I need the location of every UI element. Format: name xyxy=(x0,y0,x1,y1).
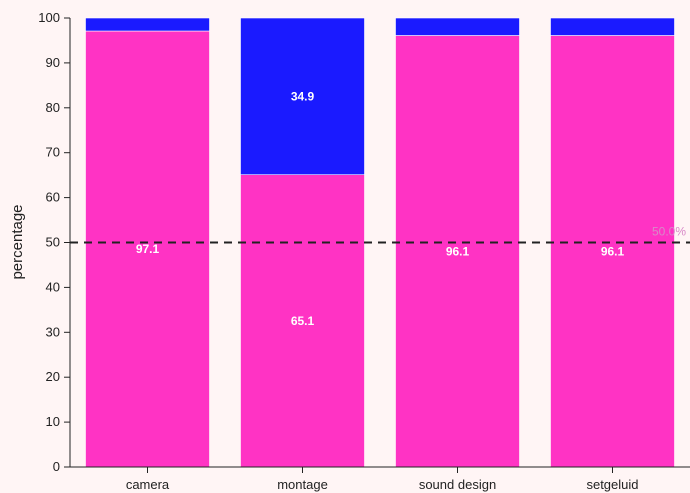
y-tick-label: 100 xyxy=(38,10,60,25)
y-tick-label: 30 xyxy=(46,324,60,339)
data-label-camera-series-1: 97.1 xyxy=(136,242,160,256)
y-tick-label: 10 xyxy=(46,414,60,429)
y-axis: 0 10 20 30 40 50 60 70 80 90 100 xyxy=(38,10,71,474)
y-axis-title: percentage xyxy=(9,204,26,279)
y-tick-label: 50 xyxy=(46,235,60,250)
reference-line-layer: 50.0% xyxy=(70,225,690,244)
x-tick-label: sound design xyxy=(419,477,496,492)
y-tick-label: 60 xyxy=(46,190,60,205)
y-tick-label: 70 xyxy=(46,145,60,160)
bar-sound-design-series-2 xyxy=(395,17,520,36)
bar-setgeluid-series-1 xyxy=(550,35,675,468)
data-label-sound-design-series-1: 96.1 xyxy=(446,244,470,258)
reference-line-label: 50.0% xyxy=(652,225,686,239)
bars-layer xyxy=(85,17,675,468)
y-tick-label: 80 xyxy=(46,100,60,115)
y-tick-label: 20 xyxy=(46,369,60,384)
x-axis: camera montage sound design setgeluid xyxy=(70,466,690,492)
bar-montage-series-2 xyxy=(240,17,365,176)
data-label-montage-series-2: 34.9 xyxy=(291,89,315,103)
bar-camera-series-1 xyxy=(85,30,210,468)
bar-labels-layer: 97.1 65.1 34.9 96.1 96.1 xyxy=(136,89,625,328)
y-tick-label: 40 xyxy=(46,279,60,294)
x-tick-label: montage xyxy=(277,477,328,492)
x-tick-label: camera xyxy=(126,477,170,492)
bar-setgeluid-series-2 xyxy=(550,17,675,36)
y-tick-label: 90 xyxy=(46,55,60,70)
bar-camera-series-2 xyxy=(85,17,210,32)
x-tick-label: setgeluid xyxy=(586,477,638,492)
y-tick-label: 0 xyxy=(53,459,60,474)
bar-montage-series-1 xyxy=(240,174,365,468)
data-label-setgeluid-series-1: 96.1 xyxy=(601,244,625,258)
data-label-montage-series-1: 65.1 xyxy=(291,314,315,328)
